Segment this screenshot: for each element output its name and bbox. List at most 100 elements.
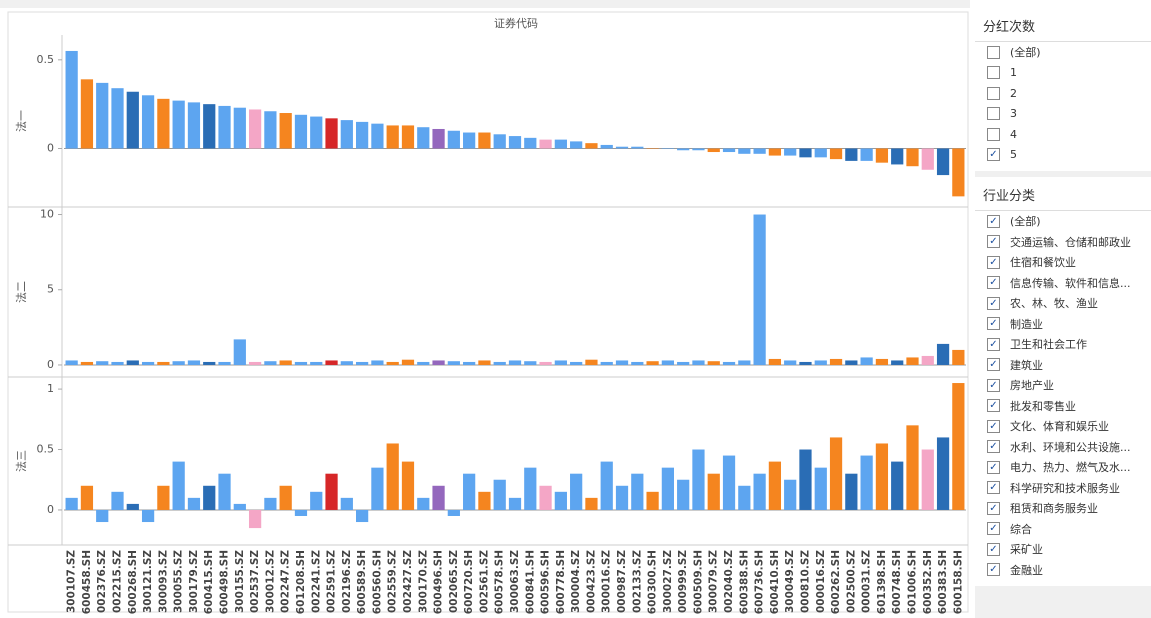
option-label: 建筑业 (1010, 358, 1043, 372)
bar (310, 491, 323, 510)
bar (218, 361, 231, 365)
bar (447, 130, 460, 149)
bar (814, 360, 827, 365)
bar (248, 109, 262, 149)
bar (845, 148, 858, 161)
bar (279, 360, 292, 365)
filter-option[interactable]: ✓ 5 (975, 145, 1151, 166)
filter-option[interactable]: ✓ 信息传输、软件和信息... (975, 273, 1151, 294)
option-label: 卫生和社会工作 (1010, 338, 1087, 352)
bar (677, 479, 690, 510)
option-label: 信息传输、软件和信息... (1010, 276, 1131, 290)
bar (356, 361, 369, 365)
filter-option[interactable]: ✓ 科学研究和技术服务业 (975, 478, 1151, 499)
x-tick-label: 600383.SH (937, 550, 949, 614)
bar (233, 503, 246, 510)
bar (524, 361, 537, 365)
filter-option[interactable]: ✓ 卫生和社会工作 (975, 334, 1151, 355)
x-tick-label: 600720.SH (463, 550, 475, 614)
option-label: 科学研究和技术服务业 (1010, 481, 1120, 495)
bar (631, 361, 644, 365)
x-tick-label: 002537.SZ (249, 550, 261, 613)
checkbox: ✓ (987, 317, 1000, 331)
bar (738, 485, 751, 510)
y-tick-label: 0 (47, 358, 54, 371)
option-label: 租赁和商务服务业 (1010, 502, 1098, 516)
y-tick-label: 10 (40, 208, 54, 221)
bar (707, 473, 720, 510)
option-label: 制造业 (1010, 317, 1043, 331)
filter-option[interactable]: ✓ 租赁和商务服务业 (975, 498, 1151, 519)
bar (172, 361, 185, 365)
bar (111, 491, 124, 510)
x-tick-label: 300121.SZ (142, 550, 154, 613)
y-tick-label: 0.5 (37, 443, 55, 456)
filter-option[interactable]: ✓ 电力、热力、燃气及水... (975, 457, 1151, 478)
bar (799, 449, 812, 510)
checkbox: ✓ (987, 235, 1000, 249)
bar (310, 361, 323, 365)
bar (661, 148, 674, 149)
bar (386, 443, 399, 510)
option-label: 交通运输、仓储和邮政业 (1010, 235, 1131, 249)
bar (661, 467, 674, 510)
bar (126, 360, 139, 365)
bar (432, 485, 445, 510)
filter-option[interactable]: 1 (975, 63, 1151, 84)
filter-option[interactable]: ✓ 交通运输、仓储和邮政业 (975, 232, 1151, 253)
option-label: 1 (1010, 66, 1017, 80)
filter-option[interactable]: ✓ 制造业 (975, 314, 1151, 335)
x-tick-label: 300107.SZ (66, 550, 78, 613)
bar (187, 102, 201, 149)
option-label: 综合 (1010, 522, 1032, 536)
bar (707, 361, 720, 365)
filter-option[interactable]: ✓ 建筑业 (975, 355, 1151, 376)
bar (401, 461, 415, 510)
filter-option[interactable]: (全部) (975, 42, 1151, 63)
bar (478, 132, 491, 149)
filter-option[interactable]: 4 (975, 124, 1151, 145)
filter-option[interactable]: ✓ 住宿和餐饮业 (975, 252, 1151, 273)
filter-option[interactable]: ✓ (全部) (975, 211, 1151, 232)
bar (799, 361, 812, 365)
bar (692, 148, 705, 151)
x-tick-label: 600596.SH (540, 550, 552, 614)
bar (478, 360, 491, 365)
bar (585, 143, 598, 149)
filter-option[interactable]: ✓ 水利、环境和公共设施... (975, 437, 1151, 458)
bar (646, 361, 659, 365)
x-tick-label: 000423.SZ (585, 550, 597, 613)
checkbox: ✓ (987, 542, 1000, 556)
bar (386, 125, 399, 149)
bar (264, 111, 277, 149)
filter-option[interactable]: 2 (975, 83, 1151, 104)
bar (768, 148, 782, 156)
bar (753, 214, 766, 365)
bar (432, 128, 445, 149)
option-label: 5 (1010, 148, 1017, 162)
x-tick-label: 002196.SZ (341, 550, 353, 613)
x-tick-label: 600748.SH (891, 550, 903, 614)
checkbox: ✓ (987, 460, 1000, 474)
filter-option[interactable]: ✓ 房地产业 (975, 375, 1151, 396)
filter-option[interactable]: ✓ 综合 (975, 519, 1151, 540)
bar (172, 461, 185, 510)
x-tick-label: 300079.SZ (708, 550, 720, 613)
filter-option[interactable]: 3 (975, 104, 1151, 125)
chart: 证券代码 法一 0 0.5 法二 0 5 10 法三 0 0.5 1 300107.SZ 600458.… (0, 0, 970, 614)
checkbox (987, 86, 1000, 100)
x-tick-label: 300027.SZ (662, 550, 674, 613)
filter-option[interactable]: ✓ 批发和零售业 (975, 396, 1151, 417)
x-tick-label: 600415.SH (203, 550, 215, 614)
bar (738, 360, 751, 365)
checkbox: ✓ (987, 501, 1000, 515)
filter-option[interactable]: ✓ 文化、体育和娱乐业 (975, 416, 1151, 437)
filter-option[interactable]: ✓ 金融业 (975, 560, 1151, 581)
bar (141, 509, 155, 523)
filter-option[interactable]: ✓ 农、林、牧、渔业 (975, 293, 1151, 314)
bar (738, 148, 751, 154)
filter-option[interactable]: ✓ 采矿业 (975, 539, 1151, 560)
bar (615, 485, 629, 510)
bar (65, 497, 78, 510)
